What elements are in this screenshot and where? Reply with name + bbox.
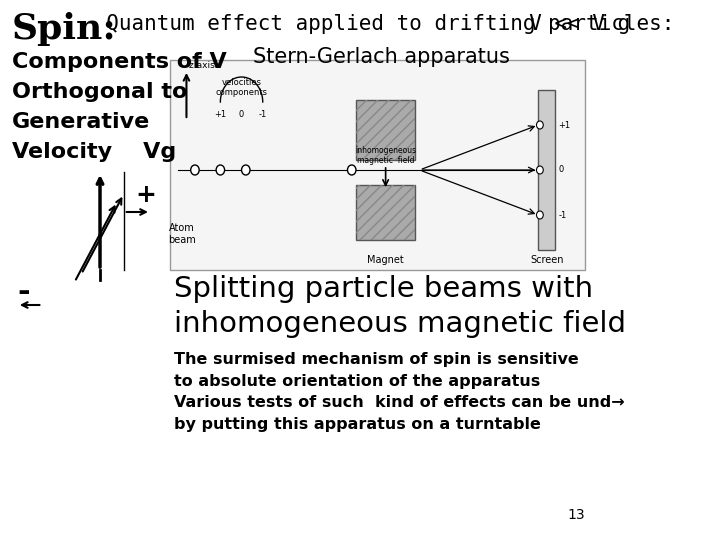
Text: Quantum effect applied to drifting particles:: Quantum effect applied to drifting parti… [81, 14, 675, 34]
Text: Stern-Gerlach apparatus: Stern-Gerlach apparatus [253, 47, 510, 67]
Text: Magnet: Magnet [367, 255, 404, 265]
Text: Generative: Generative [12, 112, 150, 132]
Circle shape [536, 166, 544, 174]
Text: +1: +1 [215, 110, 226, 119]
Text: The surmised mechanism of spin is sensitive
to absolute orientation of the appar: The surmised mechanism of spin is sensit… [174, 352, 624, 432]
Text: -: - [17, 278, 30, 307]
Text: -1: -1 [559, 211, 567, 219]
Circle shape [241, 165, 250, 175]
Text: Velocity    Vg: Velocity Vg [12, 142, 176, 162]
Circle shape [216, 165, 225, 175]
Text: -1: -1 [258, 110, 267, 119]
Bar [356, 185, 415, 240]
Text: inhomogeneous
magnetic  field: inhomogeneous magnetic field [355, 146, 416, 165]
Text: 0: 0 [559, 165, 564, 174]
Text: Atom
beam: Atom beam [168, 224, 196, 245]
Text: Orthogonal to: Orthogonal to [12, 82, 187, 102]
Text: velocities
components: velocities components [215, 78, 268, 97]
FancyBboxPatch shape [538, 90, 555, 250]
Text: +: + [135, 183, 156, 207]
Text: z axis: z axis [189, 61, 215, 70]
Circle shape [536, 121, 544, 129]
Circle shape [348, 165, 356, 175]
Bar [356, 100, 415, 160]
Text: 13: 13 [567, 508, 585, 522]
Text: 0: 0 [239, 110, 244, 119]
Text: V << V g: V << V g [504, 14, 631, 34]
Text: +1: +1 [559, 120, 571, 130]
Circle shape [536, 211, 544, 219]
Bar [169, 60, 585, 270]
Text: Spin:: Spin: [12, 12, 117, 46]
Text: Screen: Screen [530, 255, 564, 265]
Bar [356, 185, 415, 240]
Text: Components of V: Components of V [12, 52, 227, 72]
Circle shape [191, 165, 199, 175]
Text: Splitting particle beams with
inhomogeneous magnetic field: Splitting particle beams with inhomogene… [174, 275, 626, 338]
Bar [356, 100, 415, 160]
